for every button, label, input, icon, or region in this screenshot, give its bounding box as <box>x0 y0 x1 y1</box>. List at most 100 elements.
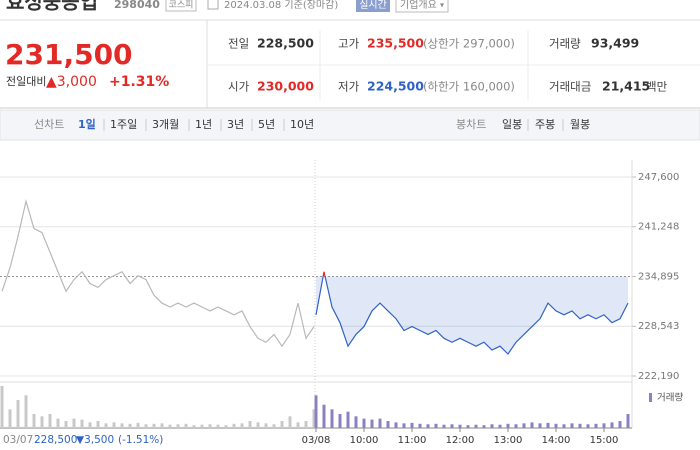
volume-bar <box>120 423 124 428</box>
volume-bar <box>264 423 268 428</box>
y-tick-label: 234,895 <box>638 272 679 283</box>
x-tick-label: 14:00 <box>542 435 571 446</box>
volume-bar <box>176 424 180 428</box>
cell-value: 93,499 <box>591 36 639 51</box>
volume-bar <box>240 423 244 428</box>
cell-value: 230,000 <box>257 79 314 94</box>
volume-bar <box>602 423 606 428</box>
volume-bar <box>490 424 494 428</box>
tab[interactable]: 3년 <box>227 118 244 131</box>
volume-bar <box>224 425 228 428</box>
volume-bar <box>64 421 68 428</box>
summary-table: 전일 228,500 고가 235,500 (상한가 297,000) 거래량 93,499… <box>228 36 668 94</box>
cell-unit: 백만 <box>646 80 668 94</box>
volume-bar <box>216 424 220 428</box>
volume-bar <box>96 421 100 428</box>
volume-bar <box>610 422 614 428</box>
cell-label: 거래대금 <box>549 80 591 94</box>
change-label: 전일대비 <box>6 74 46 88</box>
stock-code: 298040 <box>114 0 160 11</box>
change: ▲3,000 <box>46 74 97 90</box>
cell-label: 전일 <box>228 37 249 51</box>
company-info[interactable]: 기업개요 <box>400 0 437 11</box>
volume-bar <box>498 424 502 428</box>
volume-bar <box>112 422 116 428</box>
volume-bar <box>626 414 630 428</box>
volume-bar <box>144 424 148 428</box>
volume-bar <box>304 421 308 428</box>
volume-bar <box>378 418 382 428</box>
volume-bar <box>570 423 574 428</box>
y-tick-label: 222,190 <box>638 371 679 382</box>
cell-value: 224,500 <box>367 79 424 94</box>
volume-bar <box>522 423 526 428</box>
volume-bar <box>362 418 366 428</box>
volume-bar <box>312 409 316 428</box>
tab[interactable]: 5년 <box>258 118 275 131</box>
realtime-badge[interactable]: 실시간 <box>359 0 387 11</box>
volume-bar <box>40 416 44 428</box>
volume-bar <box>370 419 374 428</box>
volume-bar <box>578 423 582 428</box>
volume-bar <box>426 424 430 428</box>
volume-bar <box>346 411 350 428</box>
volume-bar <box>562 424 566 428</box>
tab[interactable]: 주봉 <box>535 118 555 131</box>
volume-bar <box>208 424 212 428</box>
volume-bar <box>272 424 276 428</box>
volume-bar <box>338 414 342 428</box>
tab[interactable]: 10년 <box>290 118 314 131</box>
volume-bar <box>232 423 236 428</box>
legend-swatch <box>649 393 652 402</box>
volume-bar <box>618 421 622 428</box>
y-tick-label: 228,543 <box>638 321 679 332</box>
volume-bar <box>474 424 478 428</box>
price-line <box>315 271 629 355</box>
cell-label: 저가 <box>338 80 360 94</box>
tab[interactable]: 1일 <box>78 117 96 131</box>
volume-bar <box>88 422 92 428</box>
volume-bar <box>192 425 196 428</box>
tab[interactable]: 월봉 <box>570 118 590 131</box>
volume-bar <box>280 421 284 428</box>
company-info-box[interactable] <box>395 0 449 13</box>
cell-value: 235,500 <box>367 36 424 51</box>
stock-name: 효성중공업 <box>6 0 98 14</box>
volume-bar <box>80 419 84 428</box>
volume-bar <box>314 395 318 428</box>
cell-note: (하한가 160,000) <box>423 80 515 94</box>
volume-bar <box>554 423 558 428</box>
tab-bar <box>0 109 700 141</box>
tab-group-label: 선차트 <box>34 118 64 131</box>
volume-bar <box>160 423 164 428</box>
volume-bar <box>288 416 292 428</box>
tab[interactable]: 일봉 <box>502 117 522 131</box>
volume-bar <box>72 418 76 428</box>
volume-bar <box>296 422 300 428</box>
cell-label: 거래량 <box>549 37 581 51</box>
volume-bar <box>184 423 188 428</box>
hover-change: ▼3,500 <box>76 434 114 446</box>
tab[interactable]: 1년 <box>195 118 212 131</box>
volume-bar <box>482 425 486 428</box>
hover-rate: (-1.51%) <box>118 434 163 446</box>
volume-bar <box>586 424 590 428</box>
base-date: 2024.03.08 기준(장마감) <box>224 0 338 11</box>
volume-bar <box>16 400 20 428</box>
cell-note: (상한가 297,000) <box>423 37 515 51</box>
volume-bar <box>458 424 462 428</box>
tab-group-label: 봉차트 <box>456 118 486 131</box>
tab[interactable]: 1주일 <box>110 117 137 131</box>
price-chart: 247,600 241,248 234,895 228,543 222,190 03/08… <box>0 160 683 446</box>
x-tick-label: 11:00 <box>398 435 427 446</box>
tab[interactable]: 3개월 <box>152 118 179 131</box>
realtime-badge-box[interactable] <box>356 0 390 12</box>
volume-bar <box>200 424 204 428</box>
volume-bar <box>442 424 446 428</box>
volume-bar <box>56 418 60 428</box>
volume-bar <box>152 423 156 428</box>
dropdown-arrow: ▾ <box>440 1 444 10</box>
x-tick-label: 10:00 <box>350 435 379 446</box>
